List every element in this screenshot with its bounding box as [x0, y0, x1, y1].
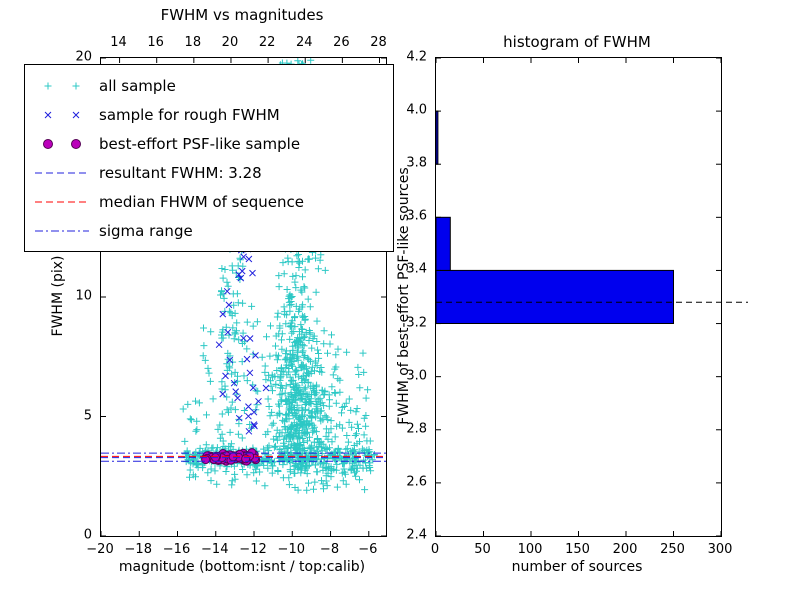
y-tick-label: 20	[75, 49, 92, 65]
y-tick-label: 4.2	[406, 49, 427, 65]
y-tick-label: 10	[75, 288, 92, 304]
legend-marker	[33, 222, 91, 240]
legend-label: sigma range	[99, 221, 193, 240]
x-tick-label-bottom: −20	[86, 542, 114, 557]
legend-label: sample for rough FWHM	[99, 105, 280, 124]
legend-entry: median FHWM of sequence	[33, 187, 385, 216]
y-tick-label: 3.4	[406, 261, 427, 277]
legend-entry: sigma range	[33, 216, 385, 245]
x-tick-label-top: 28	[370, 35, 387, 50]
legend-line-icon	[35, 230, 89, 231]
x-tick-label-bottom: 150	[565, 542, 590, 557]
x-tick-label-bottom: −16	[162, 542, 191, 557]
x-tick-label-top: 26	[333, 35, 350, 50]
y-tick-label: 2.8	[406, 421, 427, 437]
left-plot-title: FWHM vs magnitudes	[160, 6, 324, 24]
y-tick-label: 5	[83, 408, 92, 423]
x-tick-label-top: 22	[258, 35, 276, 50]
legend-label: resultant FWHM: 3.28	[99, 163, 262, 182]
legend-label: best-effort PSF-like sample	[99, 134, 301, 153]
left-plot-xlabel: magnitude (bottom:isnt / top:calib)	[118, 559, 366, 575]
x-tick-label-bottom: −6	[358, 542, 378, 557]
legend-entry: resultant FWHM: 3.28	[33, 158, 385, 187]
x-tick-label-bottom: 50	[474, 542, 491, 557]
legend-plus-icon	[44, 82, 80, 89]
legend-marker	[33, 106, 91, 124]
left-plot-ylabel: FWHM (pix)	[50, 255, 66, 337]
x-tick-label-bottom: 300	[707, 542, 733, 557]
x-tick-label-bottom: 0	[430, 542, 440, 557]
legend-marker	[33, 77, 91, 95]
right-plot-axes	[435, 57, 748, 537]
x-tick-label-bottom: −14	[201, 542, 229, 557]
legend-marker	[33, 193, 91, 211]
scatter-plot	[101, 58, 386, 536]
x-tick-label-top: 18	[184, 35, 202, 50]
legend-line-icon	[35, 172, 89, 173]
x-tick-label-bottom: −18	[124, 542, 152, 557]
x-tick-label-bottom: −8	[319, 542, 340, 557]
legend-marker	[33, 135, 91, 153]
histogram-plot	[435, 57, 748, 537]
y-tick-label: 3.6	[406, 208, 427, 224]
y-tick-label: 2.6	[406, 474, 427, 490]
y-tick-label: 3.8	[406, 155, 427, 171]
x-tick-label-bottom: −10	[277, 542, 305, 557]
right-plot-ylabel: FWHM of best-effort PSF-like sources	[396, 167, 412, 425]
x-tick-label-bottom: 100	[517, 542, 543, 557]
y-tick-label: 3.2	[406, 315, 427, 331]
legend: all sample sample for rough FWHM best-effo…	[24, 64, 394, 252]
legend-x-icon	[44, 111, 80, 118]
x-tick-label-bottom: 250	[660, 542, 685, 557]
legend-label: median FHWM of sequence	[99, 192, 304, 211]
x-tick-label-top: 24	[295, 35, 313, 50]
legend-entry: best-effort PSF-like sample	[33, 129, 385, 158]
y-tick-label: 0	[83, 527, 92, 543]
right-plot-title: histogram of FWHM	[503, 33, 651, 51]
legend-entry: all sample	[33, 71, 385, 100]
legend-line-icon	[35, 201, 89, 202]
legend-marker	[33, 164, 91, 182]
x-tick-label-top: 16	[147, 35, 164, 50]
x-tick-label-bottom: −12	[239, 542, 267, 557]
y-tick-label: 3.0	[406, 368, 427, 384]
x-tick-label-top: 14	[110, 35, 127, 50]
legend-label: all sample	[99, 76, 176, 95]
y-tick-label: 2.4	[406, 527, 427, 543]
right-plot-xlabel: number of sources	[511, 559, 643, 575]
x-tick-label-top: 20	[221, 35, 239, 50]
y-tick-label: 4.0	[406, 102, 427, 118]
legend-entry: sample for rough FWHM	[33, 100, 385, 129]
x-tick-label-bottom: 200	[612, 542, 638, 557]
legend-circle-icon	[43, 138, 81, 149]
